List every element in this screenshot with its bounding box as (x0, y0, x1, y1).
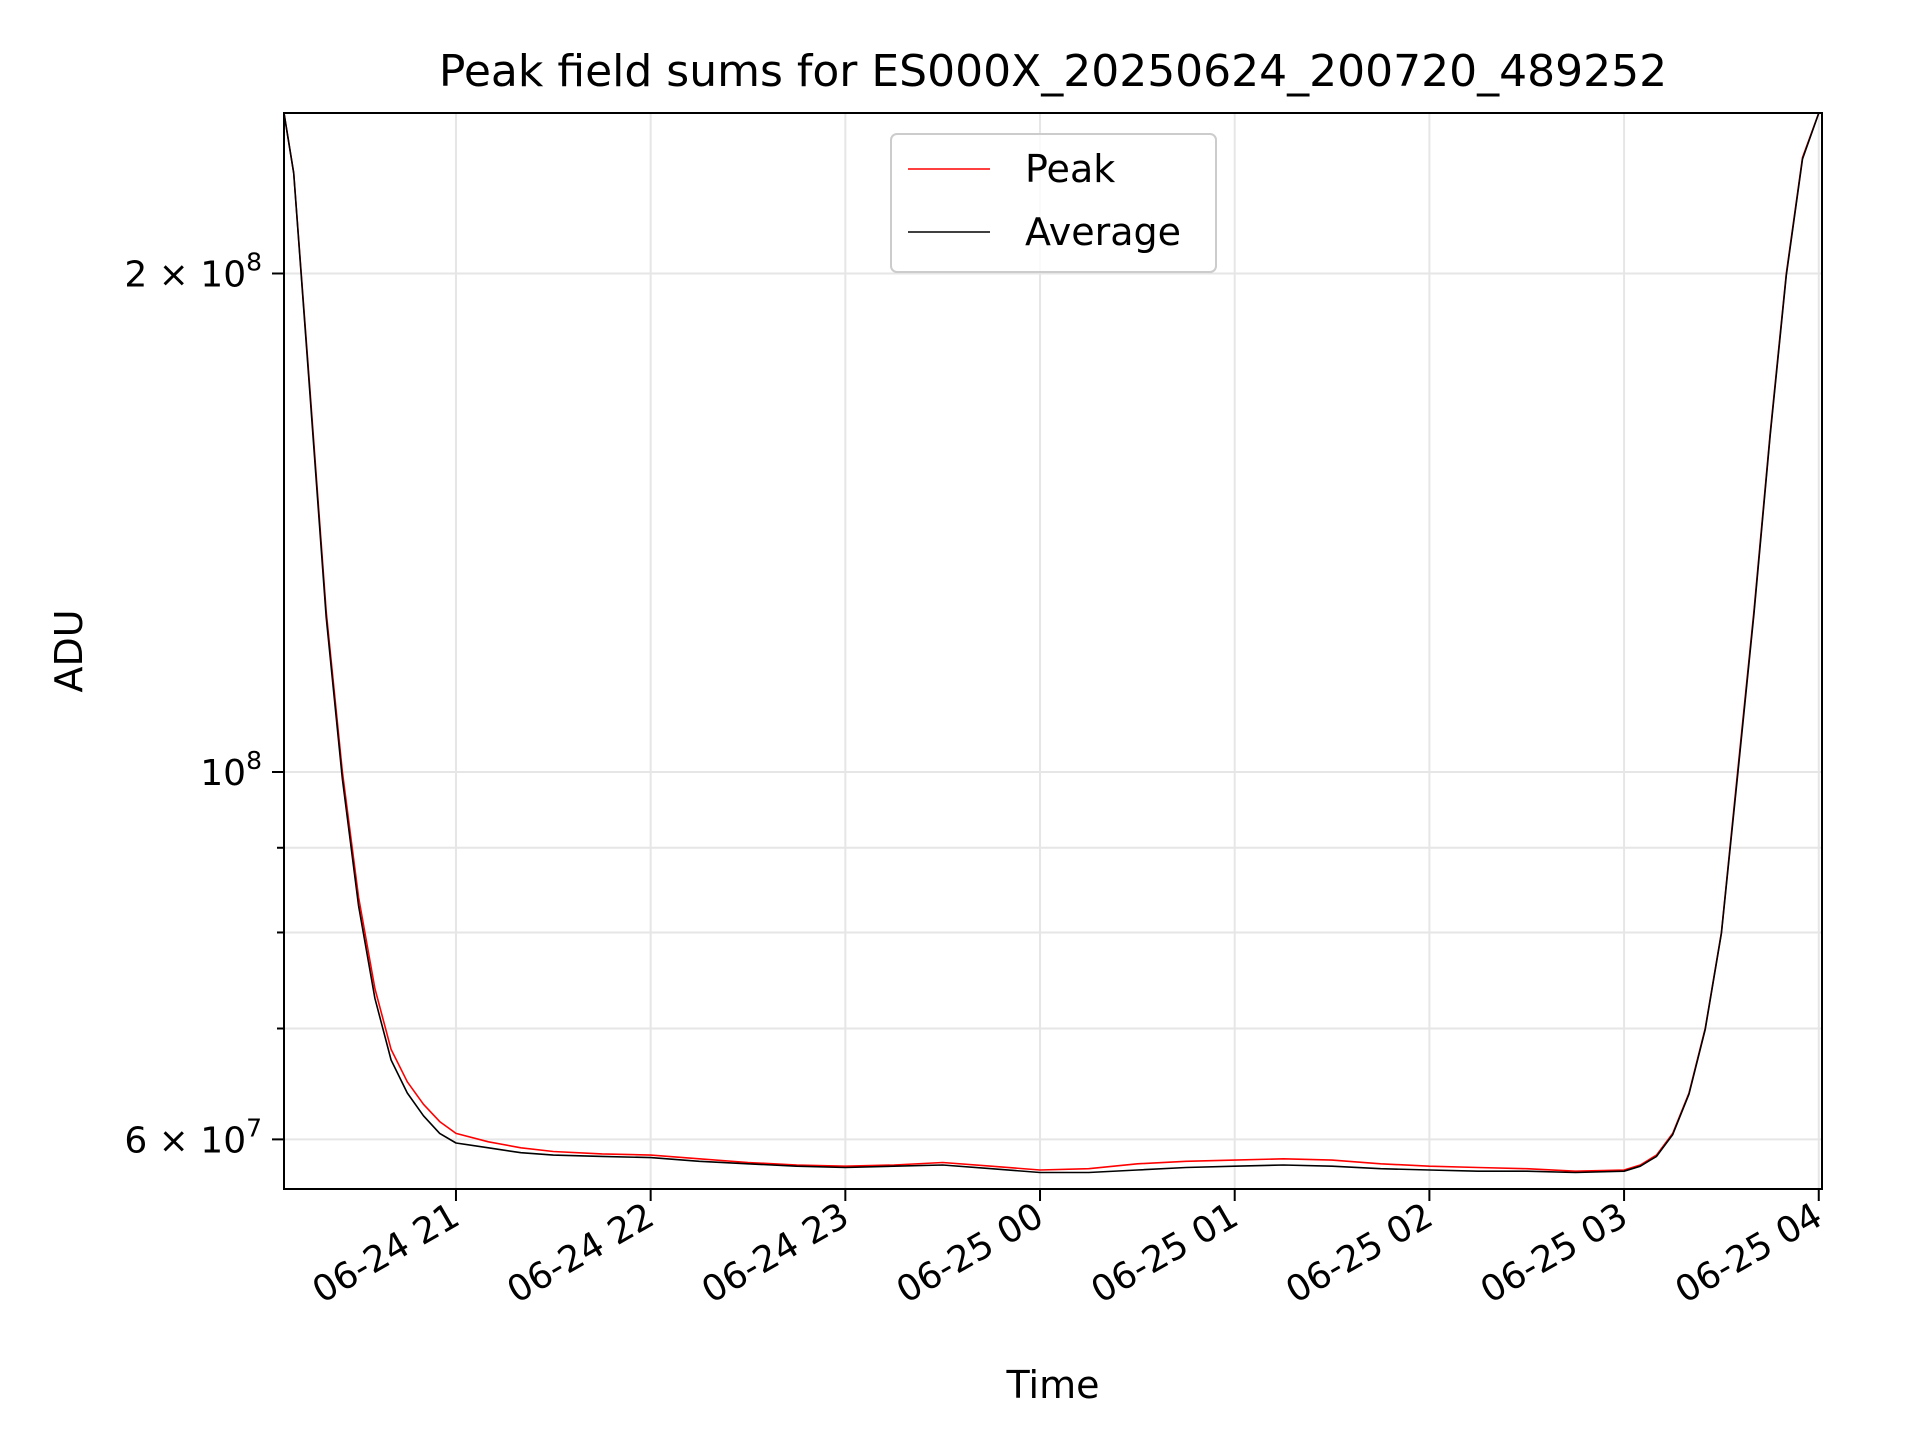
y-tick-label: 108 (200, 746, 262, 794)
series-layer (284, 113, 1820, 1174)
y-axis-label: ADU (47, 609, 91, 692)
y-tick-label: 2 × 108 (124, 247, 262, 295)
x-axis-label: Time (1006, 1363, 1100, 1407)
legend-label-average: Average (1025, 210, 1181, 254)
grid-layer (284, 113, 1822, 1189)
legend-label-peak: Peak (1025, 147, 1115, 191)
chart-title: Peak field sums for ES000X_20250624_2007… (439, 46, 1667, 97)
series-line-average (284, 113, 1820, 1174)
legend: Peak Average (890, 133, 1217, 273)
plot-frame (283, 112, 1823, 1190)
y-tick-label: 6 × 107 (124, 1113, 262, 1161)
